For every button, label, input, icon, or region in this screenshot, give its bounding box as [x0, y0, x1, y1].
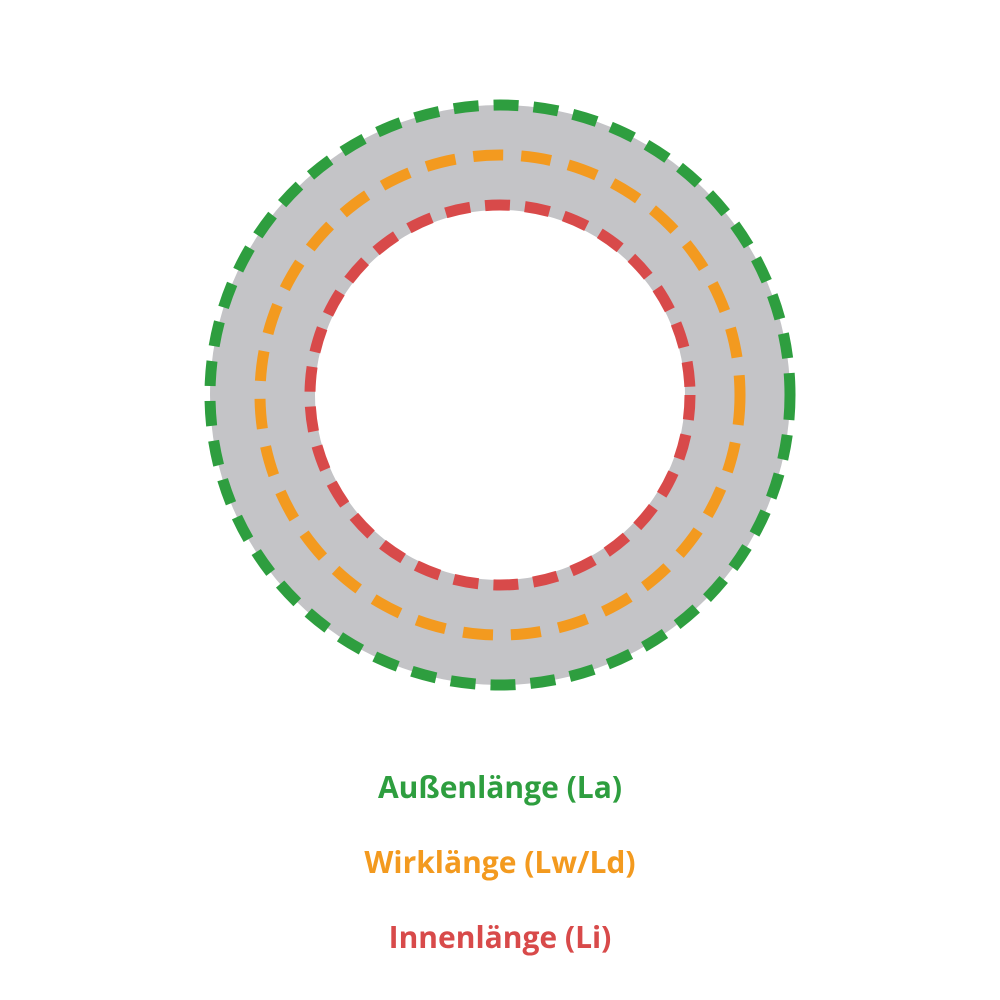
legend-outer: Außenlänge (La) [0, 770, 1000, 803]
diagram-container: Außenlänge (La) Wirklänge (Lw/Ld) Innenl… [0, 0, 1000, 1000]
legend-inner: Innenlänge (Li) [0, 920, 1000, 953]
legend-middle: Wirklänge (Lw/Ld) [0, 845, 1000, 878]
